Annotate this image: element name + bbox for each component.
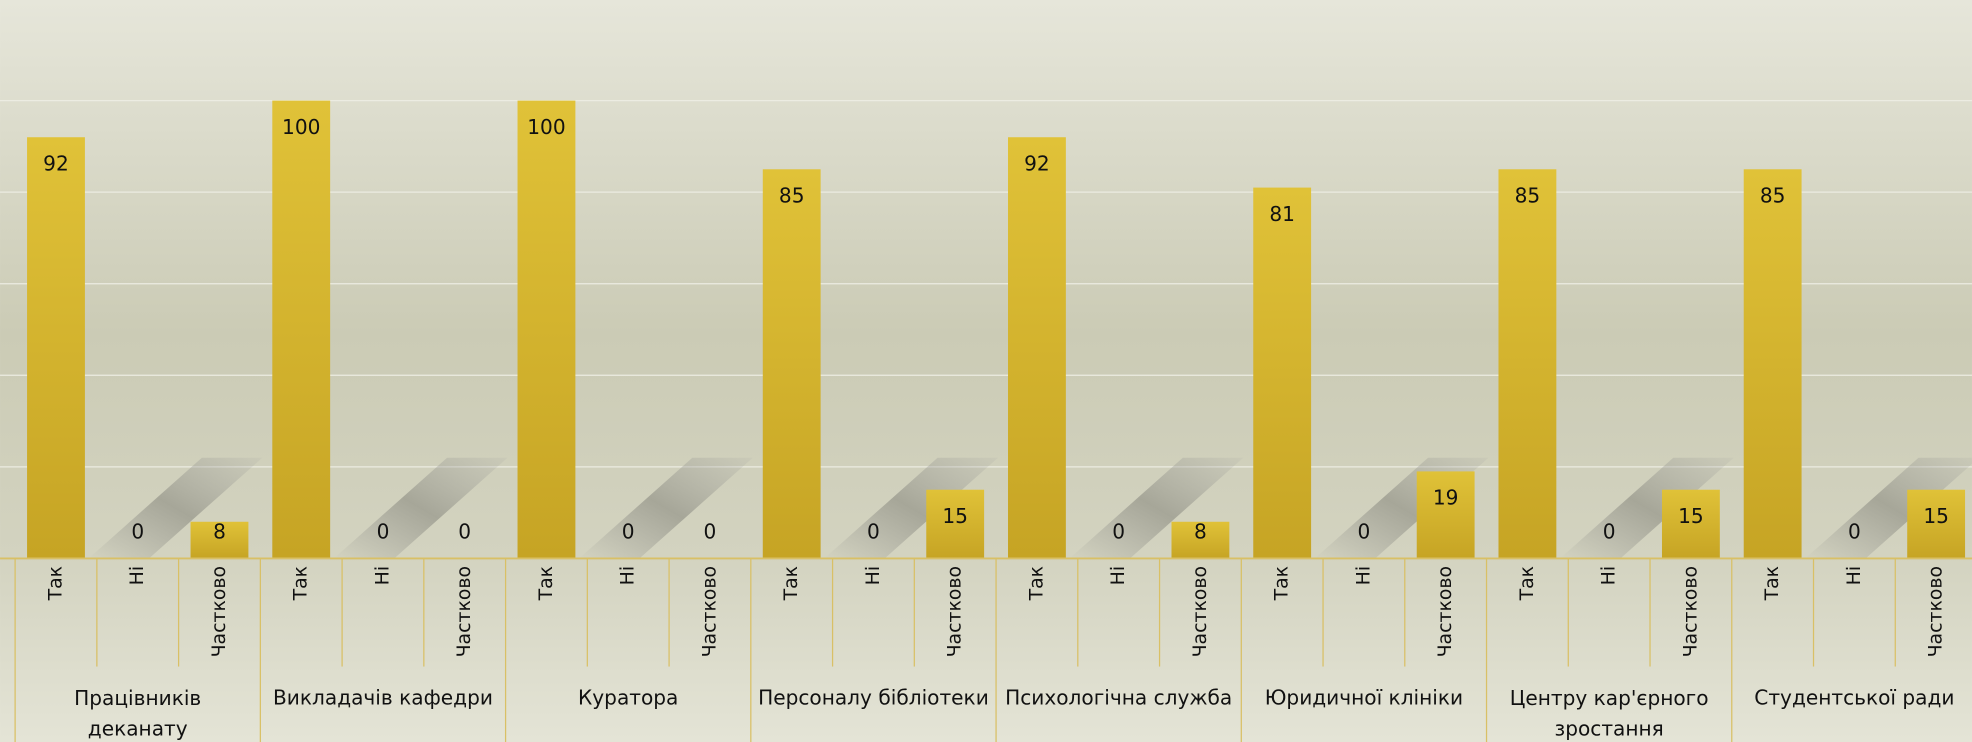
data-label: 0: [1603, 520, 1616, 544]
group-label: Психологічна служба: [1005, 686, 1232, 710]
data-label: 0: [1848, 520, 1861, 544]
x-tick-label: Частково: [1189, 566, 1211, 657]
data-label: 0: [622, 520, 635, 544]
data-label: 100: [282, 115, 320, 139]
x-tick-label: Так: [1025, 566, 1047, 601]
group-label: Викладачів кафедри: [273, 686, 493, 710]
data-label: 92: [1024, 151, 1050, 175]
shadow: [88, 457, 263, 559]
group-label: Куратора: [578, 686, 678, 710]
group-label: Персоналу бібліотеки: [758, 686, 989, 710]
data-label: 85: [1760, 183, 1786, 207]
x-tick-label: Ні: [1843, 566, 1865, 585]
data-label: 19: [1433, 486, 1459, 510]
data-label: 15: [1678, 504, 1704, 528]
data-label: 85: [779, 183, 805, 207]
bar: [190, 521, 249, 559]
bar: [1743, 169, 1802, 559]
x-tick-label: Частково: [1434, 566, 1456, 657]
bar: [1253, 187, 1312, 559]
group-label: Студентської ради: [1754, 686, 1954, 710]
data-label: 0: [704, 520, 717, 544]
data-label: 85: [1515, 183, 1541, 207]
bar: [1008, 137, 1066, 559]
data-label: 0: [458, 520, 471, 544]
data-label: 8: [1194, 520, 1207, 544]
shadow: [1560, 457, 1734, 559]
x-tick-label: Так: [290, 566, 312, 601]
bar: [1661, 489, 1720, 559]
x-tick-label: Ні: [1352, 566, 1374, 585]
shadow: [824, 457, 998, 559]
bar: [926, 489, 985, 559]
data-label: 81: [1269, 202, 1295, 226]
group-label: Центру кар'єрного зростання: [1510, 686, 1709, 740]
group-label-line: деканату: [88, 716, 188, 740]
x-tick-label: Так: [780, 566, 802, 601]
data-label: 0: [867, 520, 880, 544]
x-tick-label: Частково: [944, 566, 966, 657]
x-tick-label: Ні: [371, 566, 393, 585]
data-label: 0: [131, 520, 144, 544]
x-tick-label: Так: [1271, 566, 1293, 601]
data-label: 15: [942, 504, 968, 528]
x-tick-label: Ні: [862, 566, 884, 585]
bar: [1907, 489, 1966, 559]
group-label: Працівників деканату: [74, 686, 201, 740]
data-label: 92: [43, 151, 69, 175]
data-label: 100: [527, 115, 565, 139]
bar: [1498, 169, 1557, 559]
x-tick-label: Частково: [453, 566, 475, 657]
bar: [762, 169, 821, 559]
x-tick-label: Так: [1761, 566, 1783, 601]
x-tick-label: Частково: [1925, 566, 1947, 657]
x-tick-label: Так: [535, 566, 557, 601]
shadow: [1805, 457, 1972, 559]
shadow: [333, 457, 508, 559]
x-tick-label: Так: [44, 566, 66, 601]
data-label: 0: [1358, 520, 1371, 544]
shadow: [1069, 457, 1244, 559]
bar: [27, 137, 85, 559]
x-tick-label: Частково: [208, 566, 230, 657]
shadow: [579, 457, 753, 559]
bar: [1416, 471, 1475, 559]
group-label-line: зростання: [1555, 716, 1664, 740]
group-label: Юридичної клініки: [1265, 686, 1463, 710]
bar: [1171, 521, 1230, 559]
data-label: 8: [213, 520, 226, 544]
x-tick-label: Частково: [698, 566, 720, 657]
group-label-line: Центру кар'єрного: [1510, 686, 1709, 710]
data-label: 0: [377, 520, 390, 544]
group-label-line: Працівників: [74, 686, 201, 710]
x-tick-label: Ні: [1598, 566, 1620, 585]
x-tick-label: Частково: [1679, 566, 1701, 657]
x-tick-label: Так: [1516, 566, 1538, 601]
x-tick-label: Ні: [1107, 566, 1129, 585]
x-tick-label: Ні: [126, 566, 148, 585]
x-tick-label: Ні: [617, 566, 639, 585]
bar: [517, 100, 576, 559]
bar: [272, 100, 331, 559]
data-label: 0: [1112, 520, 1125, 544]
data-label: 15: [1923, 504, 1949, 528]
